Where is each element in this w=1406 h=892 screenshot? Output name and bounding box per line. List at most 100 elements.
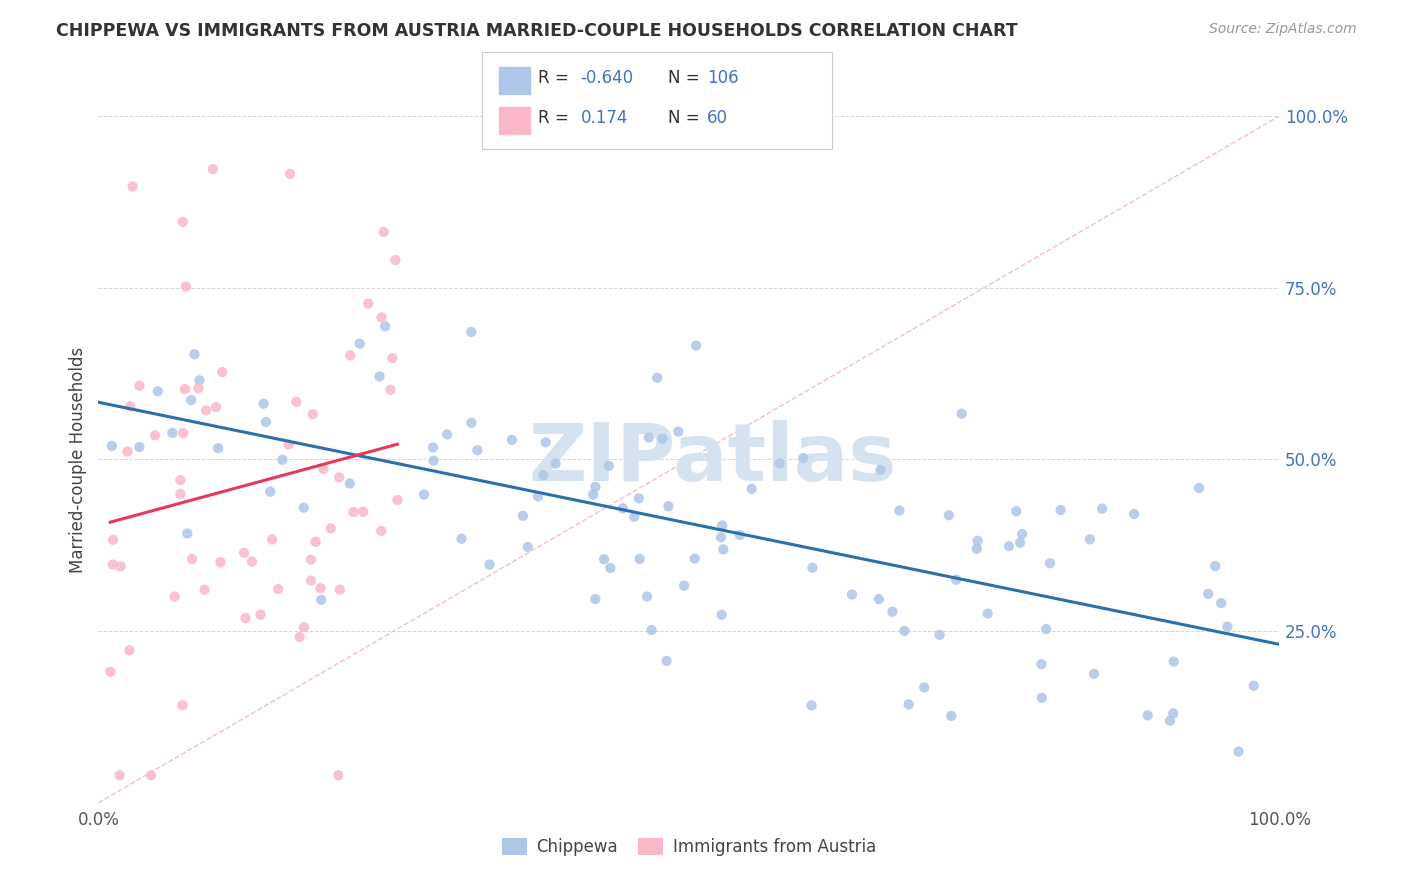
Point [1227,745,1250,759]
Point [792,450,814,465]
Point [1035,622,1057,636]
Point [259,484,281,499]
Point [357,296,380,310]
Point [882,605,904,619]
Point [1216,620,1239,634]
Point [319,521,342,535]
Point [163,590,186,604]
Point [655,654,678,668]
Text: 60: 60 [707,109,728,127]
Point [636,590,658,604]
Point [278,167,301,181]
Point [640,623,662,637]
Point [422,453,444,467]
Point [262,533,284,547]
Point [249,607,271,622]
Text: N =: N = [668,109,704,127]
Y-axis label: Married-couple Households: Married-couple Households [69,346,87,573]
Point [1049,503,1071,517]
Point [478,558,501,572]
Point [413,487,436,501]
Point [193,582,215,597]
Point [277,437,299,451]
Point [304,534,326,549]
Point [108,768,131,782]
Point [801,560,824,574]
Point [1163,655,1185,669]
Point [1204,559,1226,574]
Point [685,338,707,352]
Point [710,607,733,622]
Point [128,378,150,392]
Point [285,395,308,409]
Text: CHIPPEWA VS IMMIGRANTS FROM AUSTRIA MARRIED-COUPLE HOUSEHOLDS CORRELATION CHART: CHIPPEWA VS IMMIGRANTS FROM AUSTRIA MARR… [56,22,1018,40]
Point [380,383,402,397]
Point [101,533,124,547]
Point [312,462,335,476]
Point [512,508,534,523]
Legend: Chippewa, Immigrants from Austria: Chippewa, Immigrants from Austria [495,831,883,863]
Point [966,533,988,548]
Point [1031,657,1053,672]
Point [598,458,620,473]
Point [583,480,606,494]
Point [195,403,218,417]
Point [1197,587,1219,601]
Text: N =: N = [668,69,704,87]
Text: -0.640: -0.640 [581,69,634,87]
Point [868,592,890,607]
Point [172,425,194,440]
Point [1091,501,1114,516]
Point [370,310,392,325]
Point [370,524,392,538]
Point [938,508,960,523]
Point [188,373,211,387]
Point [1083,666,1105,681]
Point [673,579,696,593]
Point [339,476,361,491]
Point [101,558,124,572]
Point [207,441,229,455]
Point [1010,535,1032,549]
Point [121,179,143,194]
Point [711,518,734,533]
Point [1011,527,1033,541]
Point [146,384,169,399]
Point [176,526,198,541]
Point [651,432,673,446]
Point [1188,481,1211,495]
Point [612,501,634,516]
Point [139,768,162,782]
Text: 106: 106 [707,69,738,87]
Point [800,698,823,713]
Point [869,463,891,477]
Point [180,393,202,408]
Point [174,279,197,293]
Point [769,456,792,470]
Point [183,347,205,361]
Point [710,530,733,544]
Point [288,630,311,644]
Point [599,561,621,575]
Point [657,500,679,514]
Point [998,539,1021,553]
Point [950,407,973,421]
Point [211,365,233,379]
Point [205,400,228,414]
Point [893,624,915,638]
Point [1136,708,1159,723]
Point [233,546,256,560]
Point [582,488,605,502]
Point [174,382,197,396]
Point [209,555,232,569]
Point [422,441,444,455]
Point [271,452,294,467]
Point [267,582,290,596]
Point [889,503,911,517]
Text: ZIPatlas: ZIPatlas [529,420,897,499]
Point [531,468,554,483]
Point [299,574,322,588]
Point [460,416,482,430]
Point [628,552,651,566]
Point [235,611,257,625]
